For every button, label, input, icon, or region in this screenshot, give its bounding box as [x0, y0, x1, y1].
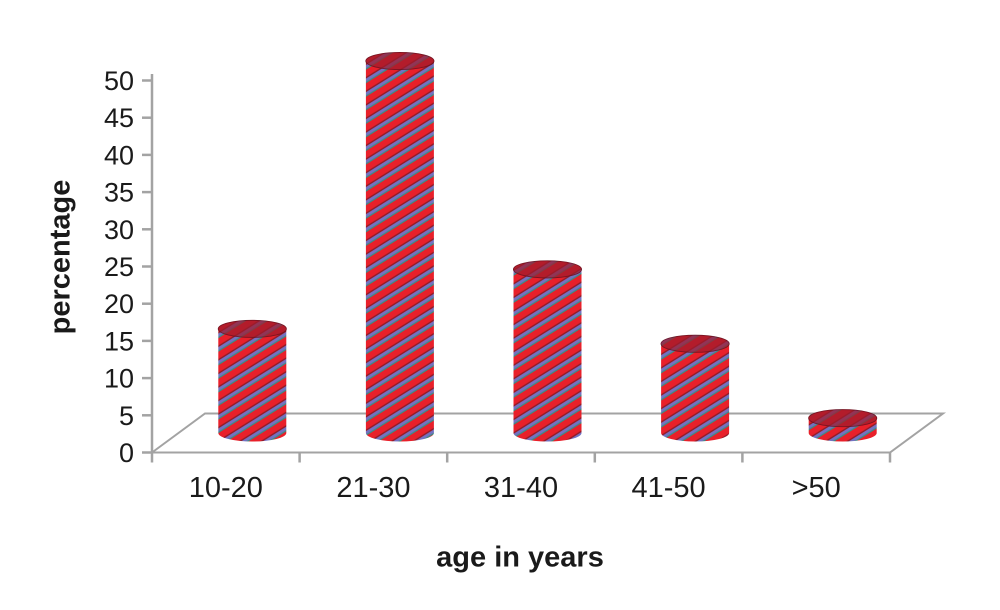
x-axis-title: age in years: [436, 541, 604, 574]
bar-body-shading: [365, 61, 434, 442]
bar-top-face-stripes: [365, 52, 434, 70]
category-label: 41-50: [632, 472, 706, 504]
bar-top-face-stripes: [661, 335, 730, 353]
y-tick-label: 45: [104, 103, 134, 133]
y-tick-label: 20: [104, 289, 134, 319]
bar-top-face-stripes: [808, 409, 877, 427]
bar-body-shading: [218, 328, 287, 442]
y-tick-label: 25: [104, 252, 134, 282]
bar-top-face-stripes: [513, 260, 582, 278]
bar-cylinder-31-40: [513, 260, 582, 442]
floor-outline: [148, 412, 947, 454]
y-tick-label: 50: [104, 66, 134, 96]
y-tick-label: 30: [104, 215, 134, 245]
y-tick-label: 5: [119, 401, 134, 431]
y-tick-label: 40: [104, 140, 134, 170]
bar-cylinder->50: [808, 409, 878, 442]
y-axis-title: percentage: [44, 179, 77, 335]
bar-body-shading: [661, 343, 730, 442]
category-label: >50: [792, 472, 841, 504]
bar-cylinder-21-30: [365, 52, 435, 442]
category-label: 21-30: [336, 472, 410, 504]
bar-body-shading: [513, 269, 582, 442]
y-tick-label: 0: [119, 438, 134, 468]
y-tick-label: 15: [104, 326, 134, 356]
category-label: 31-40: [484, 472, 558, 504]
bar-cylinder-41-50: [660, 334, 730, 442]
y-tick-label: 10: [104, 364, 134, 394]
y-tick-label: 35: [104, 178, 134, 208]
category-label: 10-20: [189, 472, 263, 504]
bar-top-face-stripes: [218, 320, 287, 338]
bar-cylinder-10-20: [217, 319, 287, 442]
